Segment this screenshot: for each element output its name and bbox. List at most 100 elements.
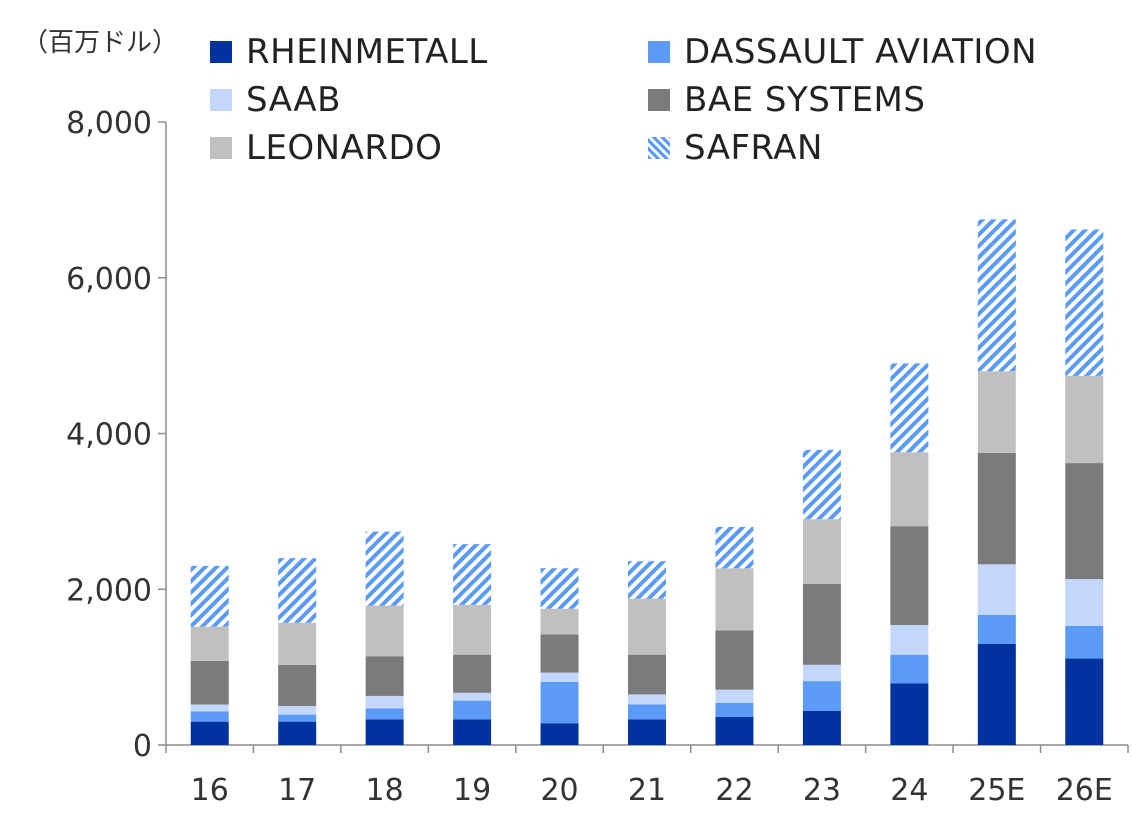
x-tick-label: 23 (803, 773, 841, 808)
bar-leonardo-16 (190, 626, 229, 661)
bar-safran-17 (278, 558, 317, 623)
y-tick-label: 2,000 (66, 573, 152, 608)
legend-item: DASSAULT AVIATION (648, 32, 1037, 72)
bar-saab-22 (715, 689, 754, 703)
bar-rheinmetall-18 (365, 719, 404, 745)
legend-swatch (648, 89, 670, 111)
x-tick-label: 17 (278, 773, 316, 808)
bar-dassault-aviation-26e (1065, 625, 1104, 659)
bar-dassault-aviation-21 (628, 704, 666, 720)
bar-rheinmetall-20 (540, 723, 579, 745)
bar-bae-systems-16 (190, 660, 229, 705)
x-tick-label: 18 (366, 773, 404, 808)
x-tick-label: 25E (968, 773, 1025, 808)
bar-rheinmetall-25e (977, 643, 1016, 745)
bar-dassault-aviation-16 (190, 711, 229, 722)
bar-leonardo-21 (628, 598, 666, 655)
bar-safran-19 (453, 544, 492, 605)
y-tick-label: 6,000 (66, 262, 152, 297)
bar-safran-23 (802, 449, 841, 520)
x-tick-label: 22 (715, 773, 753, 808)
bar-saab-25e (977, 564, 1016, 615)
bar-rheinmetall-26e (1065, 658, 1104, 745)
bar-bae-systems-22 (715, 630, 754, 690)
bar-safran-22 (715, 526, 754, 569)
bar-leonardo-19 (453, 604, 492, 655)
bar-rheinmetall-19 (453, 719, 492, 745)
y-tick-label: 4,000 (66, 418, 152, 453)
bar-dassault-aviation-19 (453, 700, 492, 720)
bar-safran-21 (628, 561, 666, 599)
legend-label: DASSAULT AVIATION (684, 32, 1038, 72)
bar-saab-21 (628, 694, 666, 705)
bar-bae-systems-21 (628, 654, 666, 695)
bar-dassault-aviation-18 (365, 708, 404, 720)
bar-dassault-aviation-22 (715, 702, 754, 717)
bar-saab-20 (540, 672, 579, 682)
bar-dassault-aviation-17 (278, 714, 317, 722)
bar-rheinmetall-17 (278, 721, 317, 745)
bar-safran-20 (540, 568, 579, 609)
x-tick-label: 19 (453, 773, 491, 808)
bar-bae-systems-23 (802, 583, 841, 665)
bar-saab-23 (802, 664, 841, 682)
x-tick-label: 26E (1056, 773, 1113, 808)
bar-leonardo-25e (977, 371, 1016, 453)
bar-safran-16 (190, 565, 229, 627)
bar-leonardo-24 (890, 452, 929, 527)
y-tick-label: 0 (133, 729, 152, 764)
bar-bae-systems-17 (278, 664, 317, 707)
bar-bae-systems-18 (365, 656, 404, 696)
bar-saab-18 (365, 695, 404, 709)
bar-leonardo-17 (278, 622, 317, 665)
bar-dassault-aviation-23 (802, 681, 841, 711)
bar-rheinmetall-23 (802, 710, 841, 745)
legend-item: RHEINMETALL (210, 32, 488, 72)
y-tick-label: 8,000 (66, 106, 152, 141)
bar-saab-24 (890, 625, 929, 655)
bar-dassault-aviation-24 (890, 654, 929, 684)
bar-rheinmetall-24 (890, 683, 929, 745)
legend-label: SAFRAN (684, 128, 823, 168)
legend-swatch (210, 137, 232, 159)
legend-item: SAAB (210, 80, 341, 120)
bar-saab-26e (1065, 579, 1104, 626)
bar-rheinmetall-21 (628, 719, 666, 745)
bar-leonardo-18 (365, 605, 404, 657)
bar-safran-25e (977, 219, 1016, 372)
x-tick-label: 16 (191, 773, 229, 808)
legend-swatch (648, 137, 670, 159)
legend-label: LEONARDO (246, 128, 443, 168)
bar-saab-19 (453, 692, 492, 701)
bar-bae-systems-26e (1065, 463, 1104, 580)
bar-bae-systems-24 (890, 526, 929, 626)
legend-label: RHEINMETALL (246, 32, 488, 72)
legend-label: BAE SYSTEMS (684, 80, 926, 120)
bar-safran-26e (1065, 229, 1104, 376)
legend-item: LEONARDO (210, 128, 442, 168)
bar-rheinmetall-22 (715, 716, 754, 745)
bar-safran-18 (365, 531, 404, 606)
bar-rheinmetall-16 (190, 721, 229, 745)
bar-safran-24 (890, 363, 929, 453)
x-tick-label: 24 (890, 773, 928, 808)
bar-leonardo-22 (715, 568, 754, 631)
bar-bae-systems-19 (453, 654, 492, 693)
x-tick-label: 20 (540, 773, 578, 808)
bar-bae-systems-25e (977, 452, 1016, 565)
bar-leonardo-20 (540, 608, 579, 635)
legend-swatch (210, 89, 232, 111)
bar-leonardo-23 (802, 519, 841, 584)
bar-dassault-aviation-20 (540, 681, 579, 724)
bar-leonardo-26e (1065, 375, 1104, 464)
bar-bae-systems-20 (540, 634, 579, 673)
x-tick-label: 21 (628, 773, 666, 808)
bar-saab-16 (190, 704, 229, 712)
bar-dassault-aviation-25e (977, 614, 1016, 644)
legend-swatch (648, 41, 670, 63)
legend-item: BAE SYSTEMS (648, 80, 925, 120)
bar-saab-17 (278, 706, 317, 715)
legend-label: SAAB (246, 80, 342, 120)
